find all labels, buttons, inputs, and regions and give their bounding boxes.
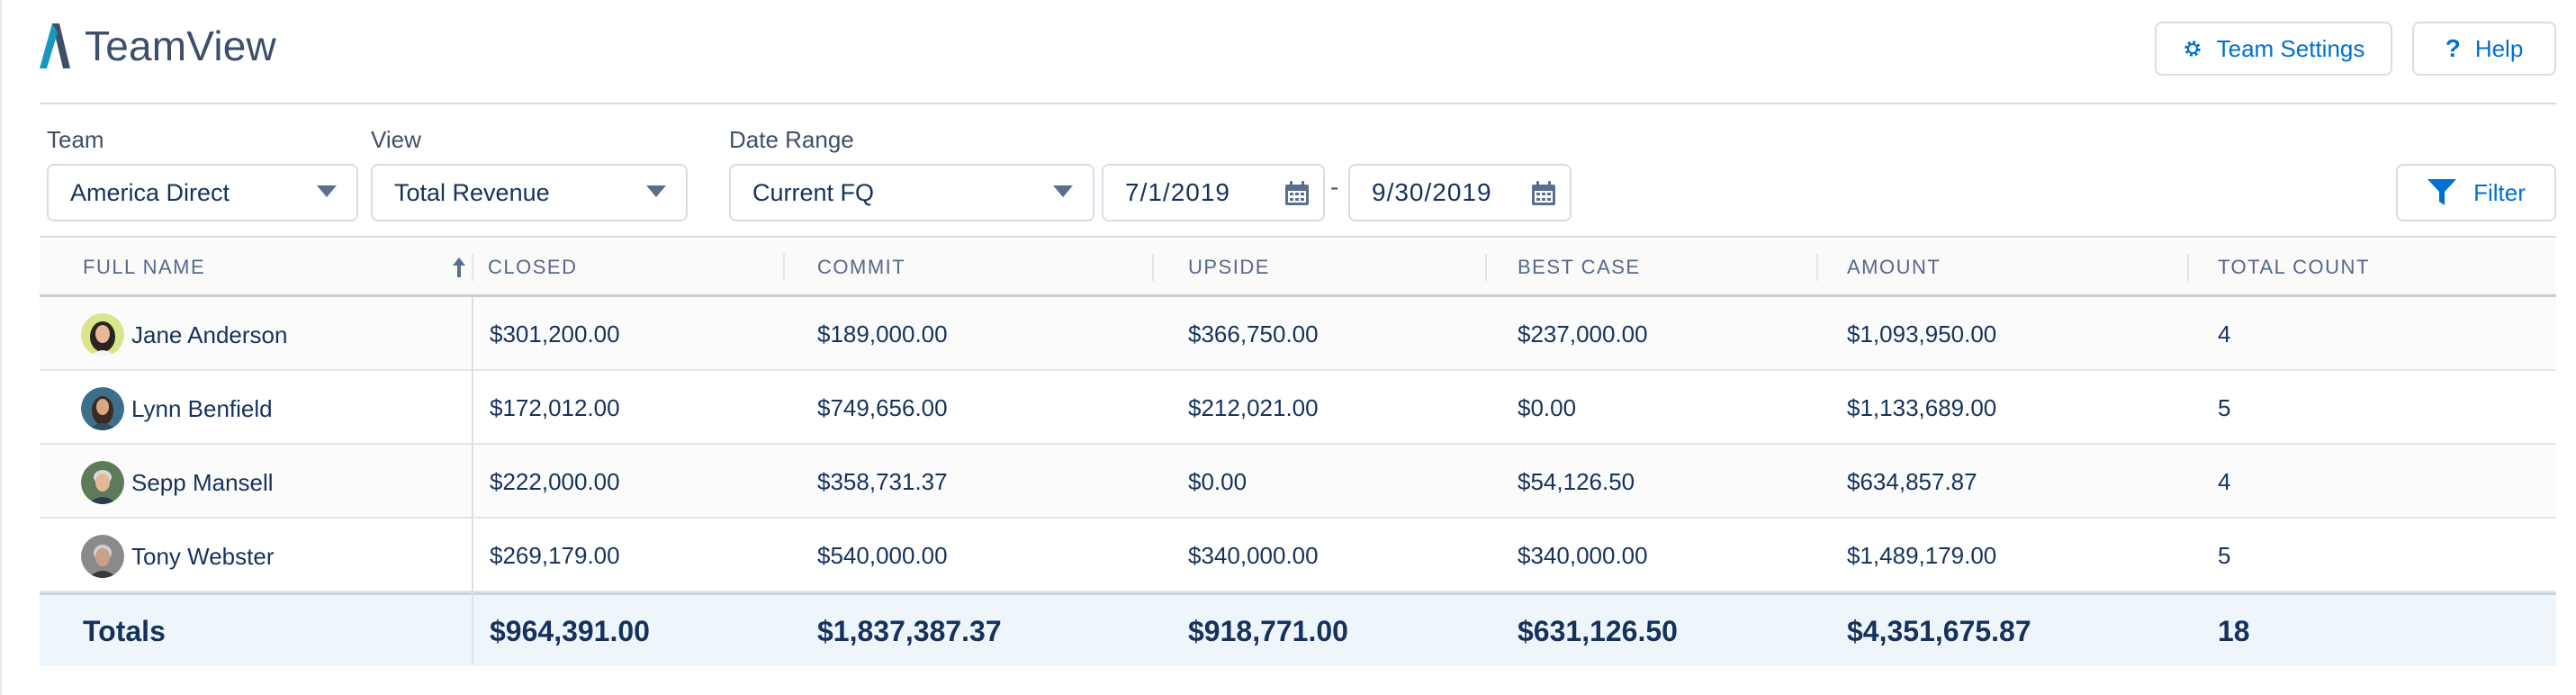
table-row[interactable]: Sepp Mansell $222,000.00 $358,731.37 $0.…: [40, 445, 2556, 519]
table-header: FULL NAME CLOSED COMMIT UPSIDE BEST CASE…: [40, 236, 2556, 297]
totals-closed: $964,391.00: [490, 615, 650, 647]
totals-total-count: 18: [2218, 615, 2250, 647]
view-select[interactable]: Total Revenue: [371, 164, 688, 221]
team-settings-button[interactable]: Team Settings: [2155, 22, 2392, 76]
sort-ascending-arrow-icon[interactable]: [450, 256, 468, 279]
team-settings-label: Team Settings: [2216, 34, 2365, 62]
question-icon: ?: [2445, 34, 2461, 62]
end-date-value: 9/30/2019: [1372, 178, 1492, 206]
calendar-icon[interactable]: [1283, 180, 1311, 207]
best-case-cell: $340,000.00: [1518, 542, 1648, 569]
date-range-select-value: Current FQ: [752, 178, 875, 206]
avatar: [81, 535, 124, 578]
calendar-icon[interactable]: [1530, 180, 1557, 207]
totals-upside: $918,771.00: [1188, 615, 1348, 647]
gear-icon: [2184, 41, 2201, 57]
upside-cell: $366,750.00: [1188, 320, 1319, 348]
column-header-full-name[interactable]: FULL NAME: [83, 256, 206, 278]
brand: TeamView: [40, 22, 276, 70]
full-name[interactable]: Jane Anderson: [131, 320, 288, 348]
column-header-upside[interactable]: UPSIDE: [1188, 256, 1270, 278]
name-cell: Lynn Benfield: [81, 387, 273, 430]
column-divider: [472, 254, 473, 281]
start-date-value: 7/1/2019: [1125, 178, 1230, 206]
totals-label: Totals: [83, 615, 166, 647]
date-separator: -: [1330, 173, 1339, 201]
avatar: [81, 313, 124, 357]
name-cell: Jane Anderson: [81, 313, 287, 357]
commit-cell: $540,000.00: [817, 542, 948, 569]
filter-funnel-icon: [2427, 179, 2457, 205]
brand-logo-icon: [40, 23, 70, 68]
team-select-value: America Direct: [70, 178, 230, 206]
end-date-input[interactable]: 9/30/2019: [1348, 164, 1572, 221]
filter-button[interactable]: Filter: [2396, 164, 2556, 221]
full-name[interactable]: Tony Webster: [131, 542, 275, 570]
amount-cell: $1,133,689.00: [1847, 394, 1997, 421]
amount-cell: $1,489,179.00: [1847, 542, 1997, 569]
team-table: FULL NAME CLOSED COMMIT UPSIDE BEST CASE…: [40, 236, 2556, 666]
best-case-cell: $237,000.00: [1518, 320, 1648, 348]
upside-cell: $340,000.00: [1188, 542, 1319, 569]
totals-row: Totals $964,391.00 $1,837,387.37 $918,77…: [40, 592, 2556, 666]
start-date-input[interactable]: 7/1/2019: [1102, 164, 1325, 221]
column-header-best-case[interactable]: BEST CASE: [1518, 256, 1641, 278]
amount-cell: $634,857.87: [1847, 468, 1977, 495]
totals-amount: $4,351,675.87: [1847, 615, 2031, 647]
caret-down-icon: [646, 185, 666, 197]
team-label: Team: [47, 126, 104, 153]
filter-label: Filter: [2473, 178, 2526, 206]
closed-cell: $172,012.00: [490, 394, 620, 421]
column-divider: [2187, 254, 2189, 281]
totals-best-case: $631,126.50: [1518, 615, 1678, 647]
best-case-cell: $0.00: [1518, 394, 1577, 421]
table-row[interactable]: Tony Webster $269,179.00 $540,000.00 $34…: [40, 519, 2556, 592]
commit-cell: $358,731.37: [817, 468, 948, 495]
name-cell: Sepp Mansell: [81, 461, 274, 504]
column-header-total-count[interactable]: TOTAL COUNT: [2218, 256, 2370, 278]
date-range-label: Date Range: [729, 126, 854, 153]
date-range-select[interactable]: Current FQ: [729, 164, 1094, 221]
name-column-divider: [472, 297, 473, 664]
column-divider: [783, 254, 785, 281]
column-divider: [1816, 254, 1818, 281]
column-header-commit[interactable]: COMMIT: [817, 256, 906, 278]
upside-cell: $212,021.00: [1188, 394, 1319, 421]
upside-cell: $0.00: [1188, 468, 1247, 495]
view-select-value: Total Revenue: [394, 178, 550, 206]
column-header-amount[interactable]: AMOUNT: [1847, 256, 1941, 278]
column-header-closed[interactable]: CLOSED: [488, 256, 578, 278]
total-count-cell: 5: [2218, 542, 2231, 569]
caret-down-icon: [1053, 185, 1073, 197]
help-label: Help: [2474, 34, 2524, 62]
help-button[interactable]: ? Help: [2412, 22, 2556, 76]
left-border: [0, 0, 2, 695]
caret-down-icon: [317, 185, 337, 197]
column-divider: [1152, 254, 1154, 281]
table-row[interactable]: Lynn Benfield $172,012.00 $749,656.00 $2…: [40, 371, 2556, 445]
header-divider: [40, 103, 2556, 104]
closed-cell: $301,200.00: [490, 320, 620, 348]
app-title: TeamView: [85, 23, 276, 69]
total-count-cell: 5: [2218, 394, 2231, 421]
table-row[interactable]: Jane Anderson $301,200.00 $189,000.00 $3…: [40, 297, 2556, 371]
best-case-cell: $54,126.50: [1518, 468, 1635, 495]
avatar: [81, 387, 124, 430]
amount-cell: $1,093,950.00: [1847, 320, 1997, 348]
closed-cell: $269,179.00: [490, 542, 620, 569]
commit-cell: $189,000.00: [817, 320, 948, 348]
name-cell: Tony Webster: [81, 535, 274, 578]
view-label: View: [371, 126, 421, 153]
commit-cell: $749,656.00: [817, 394, 948, 421]
total-count-cell: 4: [2218, 320, 2231, 348]
team-select[interactable]: America Direct: [47, 164, 358, 221]
total-count-cell: 4: [2218, 468, 2231, 495]
full-name[interactable]: Lynn Benfield: [131, 394, 273, 422]
full-name[interactable]: Sepp Mansell: [131, 468, 274, 496]
avatar: [81, 461, 124, 504]
column-divider: [1485, 254, 1487, 281]
closed-cell: $222,000.00: [490, 468, 620, 495]
totals-commit: $1,837,387.37: [817, 615, 1002, 647]
